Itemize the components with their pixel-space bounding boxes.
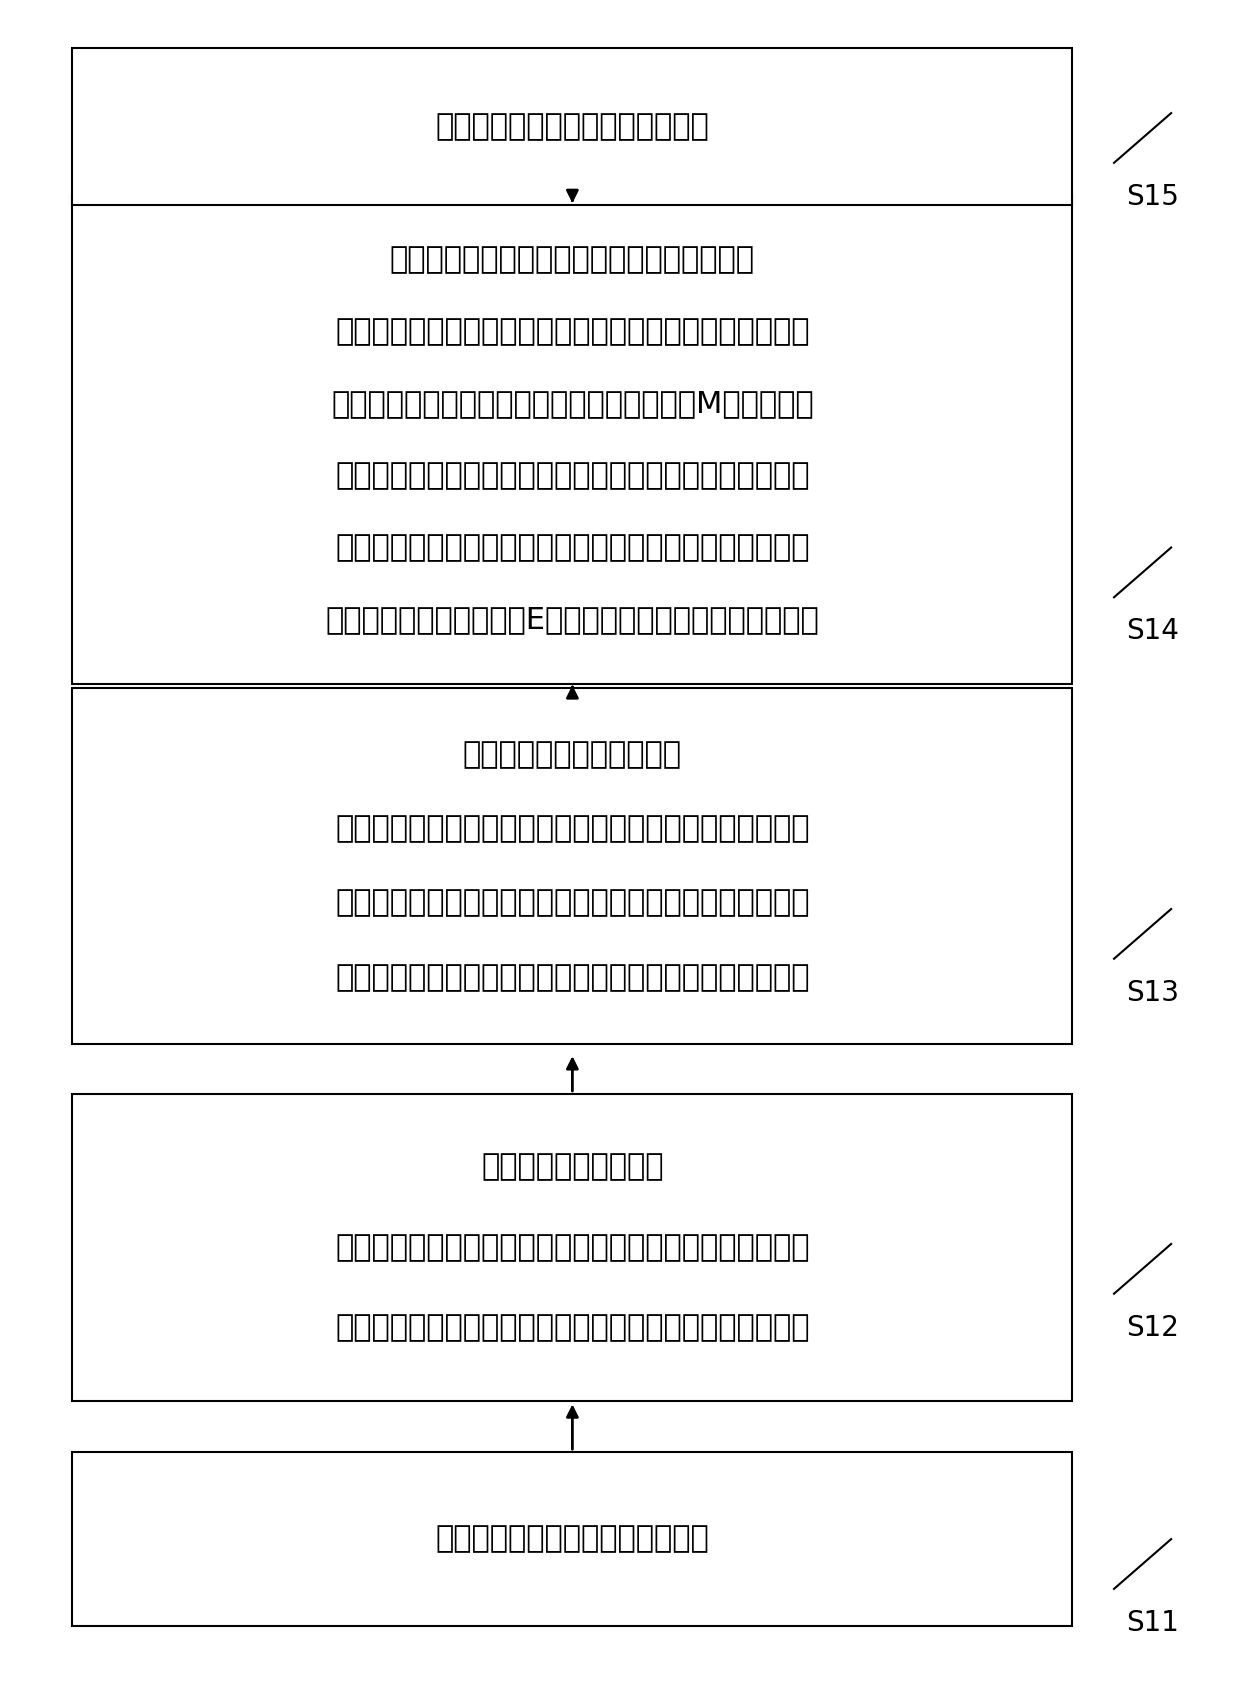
Bar xyxy=(72,1452,1073,1626)
Text: 化算法的计算结果收敛或达到预设的迭代次数: 化算法的计算结果收敛或达到预设的迭代次数 xyxy=(389,245,755,274)
Text: 获取多模态的浮动图像和参考图像: 获取多模态的浮动图像和参考图像 xyxy=(435,1524,709,1553)
Text: 根据点集坐标，获取配准后的图像: 根据点集坐标，获取配准后的图像 xyxy=(435,112,709,140)
Text: 根据尺度不变特征转换算法，提取浮动图像中的多个第一特: 根据尺度不变特征转换算法，提取浮动图像中的多个第一特 xyxy=(335,1313,810,1342)
Text: 征，获取第二特征差异矩阵: 征，获取第二特征差异矩阵 xyxy=(463,739,682,768)
Text: S15: S15 xyxy=(1126,183,1179,212)
Text: 第一特征点集的第一纹理特征和第二特征点集的第二纹理特: 第一特征点集的第一纹理特征和第二特征点集的第二纹理特 xyxy=(335,814,810,843)
Text: 征点组成第一特征点集，以及提取参考图像中的多个第二特: 征点组成第一特征点集，以及提取参考图像中的多个第二特 xyxy=(335,1233,810,1262)
Text: S12: S12 xyxy=(1126,1313,1179,1342)
Text: S11: S11 xyxy=(1126,1609,1179,1636)
Text: 集的第二形状上下文特征，获取第一特征差异矩阵，并根据: 集的第二形状上下文特征，获取第一特征差异矩阵，并根据 xyxy=(335,888,810,917)
Text: 征点组成第二特征点集: 征点组成第二特征点集 xyxy=(481,1152,663,1181)
Text: S14: S14 xyxy=(1126,618,1179,645)
Text: 根据后验概率矩阵进行计算，获取点集坐标，直至期望最大: 根据后验概率矩阵进行计算，获取点集坐标，直至期望最大 xyxy=(335,318,810,347)
Text: 根据第一特征点集的第一形状上下文特征，以及第二特征点: 根据第一特征点集的第一形状上下文特征，以及第二特征点 xyxy=(335,963,810,992)
Bar xyxy=(72,47,1073,205)
Text: 计算，获取第一特征差异矩阵与第二特征差异矩阵基于混合: 计算，获取第一特征差异矩阵与第二特征差异矩阵基于混合 xyxy=(335,462,810,491)
Bar xyxy=(72,1095,1073,1401)
Bar xyxy=(72,195,1073,684)
Text: 根据期望最大化算法，在E步处理中，对第一特征差异矩阵和: 根据期望最大化算法，在E步处理中，对第一特征差异矩阵和 xyxy=(326,606,820,634)
Bar xyxy=(72,687,1073,1044)
Text: 高斯模型的贝叶斯规则的后验概率矩阵后，在M步处理中，: 高斯模型的贝叶斯规则的后验概率矩阵后，在M步处理中， xyxy=(331,389,813,418)
Text: 第二特征差异矩阵通过高斯混合模型和贝叶斯定律求解进行: 第二特征差异矩阵通过高斯混合模型和贝叶斯定律求解进行 xyxy=(335,533,810,562)
Text: S13: S13 xyxy=(1126,978,1179,1007)
